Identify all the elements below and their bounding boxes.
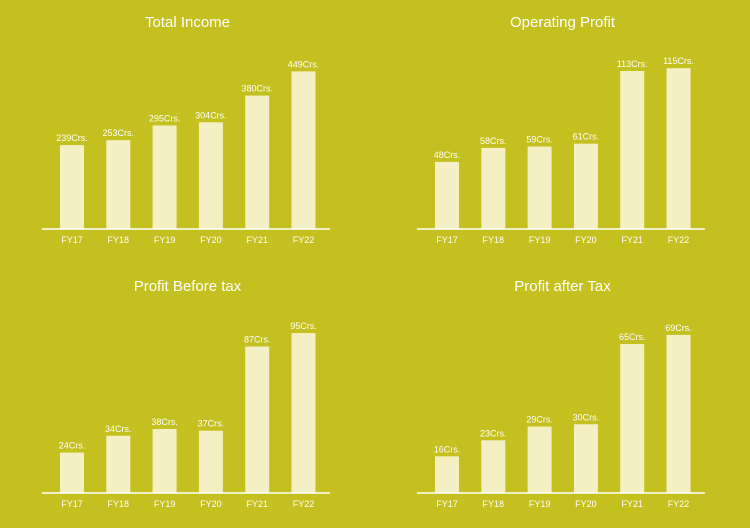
chart-title: Profit after Tax xyxy=(514,278,611,295)
x-tick-label: FY17 xyxy=(61,499,83,509)
x-tick-label: FY18 xyxy=(108,235,130,245)
bar-fy21 xyxy=(620,344,645,493)
chart-panel-profit-after-tax: Profit after Tax 16Crs. FY17 23Crs. FY18 29C… xyxy=(375,264,750,528)
x-tick-label: FY22 xyxy=(293,235,315,245)
bar-fy18 xyxy=(106,435,131,493)
chart-panel-profit-before-tax: Profit Before tax 24Crs. FY17 34Crs. FY18 38… xyxy=(0,264,375,528)
data-label: 59Crs. xyxy=(526,135,553,145)
bar-fy19 xyxy=(152,125,177,229)
bar-chart-total-income: 239Crs. FY17 253Crs. FY18 295Crs. FY19 304Crs.… xyxy=(42,59,330,245)
x-tick-label: FY19 xyxy=(154,499,176,509)
x-tick-label: FY20 xyxy=(200,235,222,245)
data-label: 239Crs. xyxy=(56,133,88,143)
data-label: 29Crs. xyxy=(526,415,553,425)
x-tick-label: FY21 xyxy=(246,235,268,245)
bar-chart-profit-before-tax: 24Crs. FY17 34Crs. FY18 38Crs. FY19 37Crs. FY20… xyxy=(42,321,330,509)
data-label: 16Crs. xyxy=(434,444,461,454)
data-label: 253Crs. xyxy=(103,128,135,138)
data-label: 30Crs. xyxy=(573,412,600,422)
x-tick-label: FY20 xyxy=(575,235,597,245)
data-label: 113Crs. xyxy=(617,59,648,69)
chart-title: Operating Profit xyxy=(509,14,616,31)
x-tick-label: FY22 xyxy=(668,499,690,509)
chart-title: Profit Before tax xyxy=(133,278,242,295)
data-label: 58Crs. xyxy=(480,136,507,146)
x-tick-label: FY18 xyxy=(108,499,130,509)
x-tick-label: FY21 xyxy=(621,499,643,509)
data-label: 38Crs. xyxy=(151,417,178,427)
bar-fy20 xyxy=(573,424,598,493)
data-label: 65Crs. xyxy=(619,332,646,342)
x-tick-label: FY17 xyxy=(436,235,458,245)
bar-fy17 xyxy=(60,452,84,493)
data-label: 95Crs. xyxy=(290,321,317,331)
x-tick-label: FY20 xyxy=(200,499,222,509)
x-tick-label: FY18 xyxy=(483,235,505,245)
x-tick-label: FY19 xyxy=(529,235,551,245)
x-tick-label: FY19 xyxy=(529,499,551,509)
bar-fy19 xyxy=(152,429,177,493)
x-tick-label: FY18 xyxy=(483,499,505,509)
chart-title: Total Income xyxy=(144,14,231,31)
bar-fy18 xyxy=(106,140,131,229)
bar-fy22 xyxy=(666,68,691,229)
bar-fy20 xyxy=(198,430,223,493)
x-tick-label: FY17 xyxy=(436,499,458,509)
data-label: 115Crs. xyxy=(663,56,694,66)
bar-fy19 xyxy=(527,426,552,493)
bar-fy17 xyxy=(60,145,84,229)
data-label: 61Crs. xyxy=(573,132,600,142)
bar-fy21 xyxy=(620,70,645,230)
bar-fy21 xyxy=(245,95,270,230)
x-tick-label: FY20 xyxy=(575,499,597,509)
bar-fy22 xyxy=(291,71,316,229)
bar-fy19 xyxy=(527,146,552,229)
bar-chart-profit-after-tax: 16Crs. FY17 23Crs. FY18 29Crs. FY19 30Crs. FY20… xyxy=(417,323,705,509)
data-label: 295Crs. xyxy=(149,113,181,123)
chart-panel-total-income: Total Income 239Crs. FY17 253Crs. FY18 295Cr… xyxy=(0,0,375,264)
data-label: 87Crs. xyxy=(244,335,271,345)
x-tick-label: FY19 xyxy=(154,235,176,245)
data-label: 380Crs. xyxy=(241,84,273,94)
data-label: 304Crs. xyxy=(195,110,227,120)
bar-fy20 xyxy=(573,143,598,229)
bar-fy21 xyxy=(245,346,270,493)
bar-fy22 xyxy=(291,333,316,493)
x-tick-label: FY21 xyxy=(621,235,643,245)
data-label: 37Crs. xyxy=(198,419,225,429)
bar-fy18 xyxy=(481,440,506,493)
data-label: 48Crs. xyxy=(434,150,461,160)
x-tick-label: FY22 xyxy=(668,235,690,245)
x-tick-label: FY21 xyxy=(246,499,268,509)
data-label: 23Crs. xyxy=(480,428,507,438)
x-tick-label: FY22 xyxy=(293,499,315,509)
bar-fy18 xyxy=(481,147,506,229)
bar-chart-operating-profit: 48Crs. FY17 58Crs. FY18 59Crs. FY19 61Crs. FY20… xyxy=(417,56,705,245)
x-tick-label: FY17 xyxy=(61,235,83,245)
chart-panel-operating-profit: Operating Profit 48Crs. FY17 58Crs. FY18 59C… xyxy=(375,0,750,264)
bar-fy17 xyxy=(435,456,459,493)
bar-fy22 xyxy=(666,334,691,493)
data-label: 69Crs. xyxy=(665,323,692,333)
data-label: 34Crs. xyxy=(105,424,132,434)
data-label: 449Crs. xyxy=(288,59,320,69)
data-label: 24Crs. xyxy=(59,441,86,451)
bar-fy20 xyxy=(198,122,223,229)
bar-fy17 xyxy=(435,161,459,229)
